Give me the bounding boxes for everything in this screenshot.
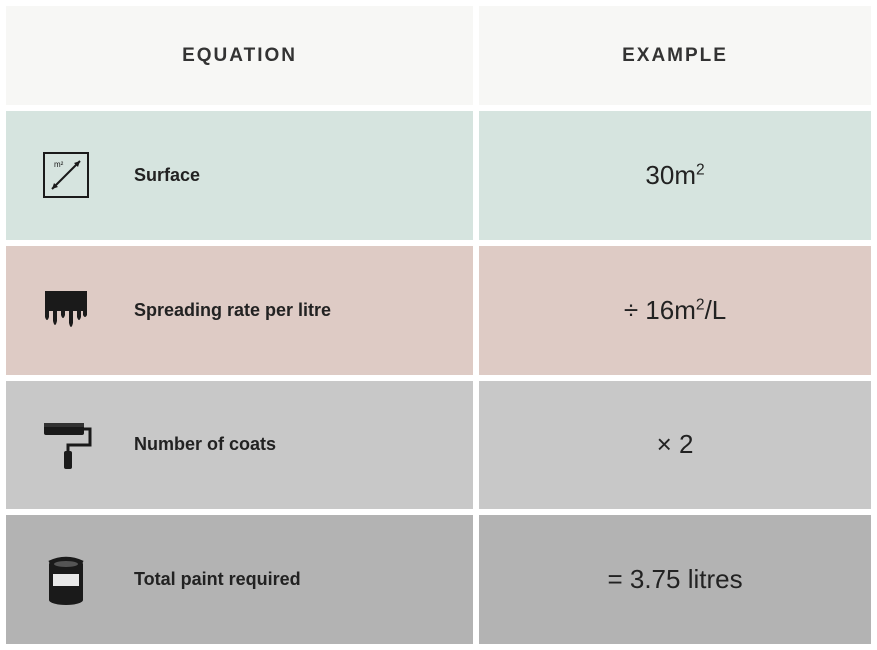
row-total-left: Total paint required	[6, 515, 473, 644]
drip-icon	[36, 280, 96, 340]
row-spreading-value: ÷ 16m2/L	[624, 295, 726, 326]
row-coats-right: × 2	[479, 381, 871, 510]
row-surface-left: m² Surface	[6, 111, 473, 240]
row-surface-label: Surface	[134, 165, 200, 186]
header-equation: EQUATION	[6, 6, 473, 105]
row-spreading-right: ÷ 16m2/L	[479, 246, 871, 375]
row-total-right: = 3.75 litres	[479, 515, 871, 644]
row-spreading-label: Spreading rate per litre	[134, 300, 331, 321]
row-coats: Number of coats × 2	[6, 381, 871, 510]
row-coats-left: Number of coats	[6, 381, 473, 510]
row-surface: m² Surface 30m2	[6, 111, 871, 240]
row-spreading-left: Spreading rate per litre	[6, 246, 473, 375]
surface-icon: m²	[36, 145, 96, 205]
row-total: Total paint required = 3.75 litres	[6, 515, 871, 644]
header-example: EXAMPLE	[479, 6, 871, 105]
row-spreading: Spreading rate per litre ÷ 16m2/L	[6, 246, 871, 375]
row-coats-value: × 2	[657, 429, 694, 460]
row-total-value: = 3.75 litres	[607, 564, 742, 595]
paint-can-icon	[36, 550, 96, 610]
roller-icon	[36, 415, 96, 475]
row-surface-right: 30m2	[479, 111, 871, 240]
header-row: EQUATION EXAMPLE	[6, 6, 871, 105]
row-total-label: Total paint required	[134, 569, 301, 590]
row-coats-label: Number of coats	[134, 434, 276, 455]
paint-equation-table: EQUATION EXAMPLE m² Surface 30m2	[6, 6, 871, 644]
row-surface-value: 30m2	[645, 160, 704, 191]
svg-text:m²: m²	[54, 160, 64, 169]
